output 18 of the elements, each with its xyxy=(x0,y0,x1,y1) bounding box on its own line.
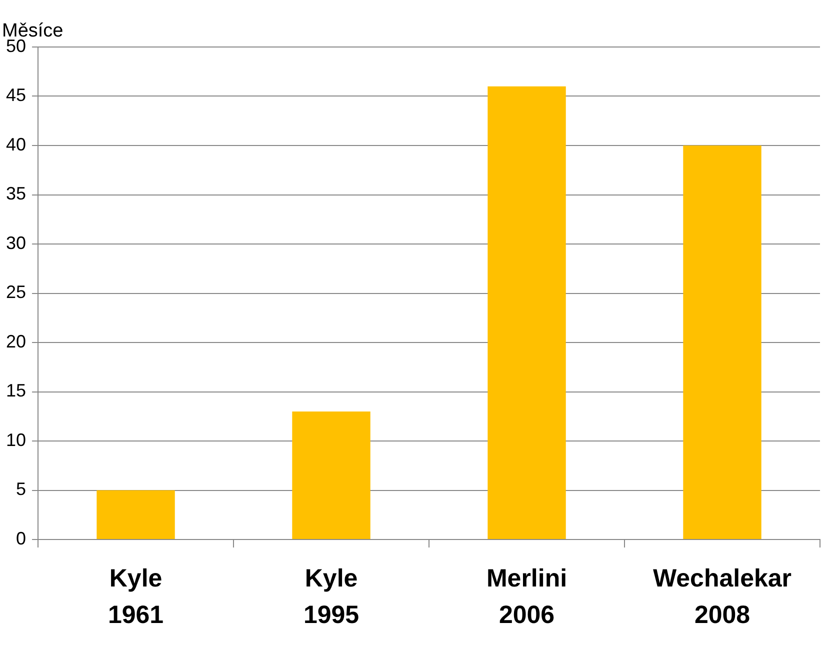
x-tick-label: Kyle 1961 xyxy=(108,564,164,629)
y-tick-label: 10 xyxy=(6,430,26,450)
bar xyxy=(96,490,175,539)
y-tick-label: 25 xyxy=(6,282,26,302)
x-tick-label: Kyle 1995 xyxy=(303,564,360,629)
bar xyxy=(292,411,370,539)
bar xyxy=(488,86,566,539)
y-tick-label: 20 xyxy=(6,331,26,352)
y-tick-label: 45 xyxy=(6,85,26,106)
bar xyxy=(683,146,762,539)
y-tick-label: 15 xyxy=(6,380,26,401)
y-tick-label: 30 xyxy=(6,232,26,253)
y-tick-label: 5 xyxy=(16,479,26,500)
y-tick-label: 35 xyxy=(6,184,26,204)
y-tick-label: 40 xyxy=(6,134,26,154)
y-tick-label: 0 xyxy=(16,528,26,548)
x-tick-label: Merlini 2006 xyxy=(486,564,568,629)
x-tick-label: Wechalekar 2008 xyxy=(652,564,792,629)
